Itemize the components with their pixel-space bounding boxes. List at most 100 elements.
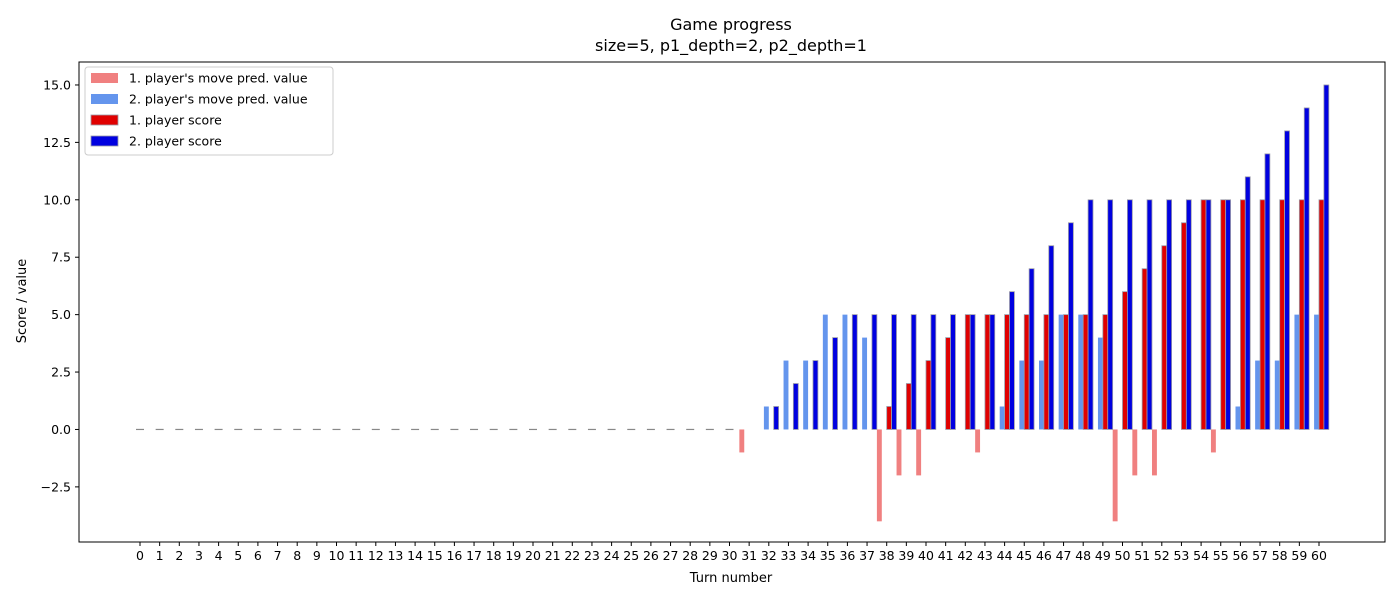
bar-p1-score-turn-55 (1220, 199, 1227, 430)
y-tick-label: 5.0 (51, 307, 71, 322)
x-tick-label: 53 (1173, 548, 1189, 563)
bar-p1-pred-turn-40 (916, 429, 922, 476)
bar-p2-score-turn-37 (871, 314, 878, 430)
chart-title: Game progress (670, 15, 792, 34)
bar-p2-score-turn-56 (1244, 176, 1251, 430)
x-tick-label: 1 (156, 548, 164, 563)
bar-p1-score-turn-39 (905, 383, 912, 430)
bar-p2-score-turn-45 (1028, 268, 1035, 430)
bar-p1-pred-turn-43 (975, 429, 981, 453)
x-tick-label: 36 (839, 548, 855, 563)
x-tick-label: 13 (387, 548, 403, 563)
legend-label-p1-score: 1. player score (129, 113, 222, 128)
bar-p1-score-turn-60 (1318, 199, 1325, 430)
x-tick-label: 10 (329, 548, 345, 563)
x-tick-label: 24 (604, 548, 620, 563)
x-tick-label: 6 (254, 548, 262, 563)
bar-p2-score-turn-38 (891, 314, 897, 430)
bar-p2-score-turn-51 (1146, 199, 1153, 430)
legend-label-p1-pred: 1. player's move pred. value (129, 71, 308, 86)
bar-p2-pred-turn-45 (1019, 360, 1025, 430)
x-tick-label: 44 (997, 548, 1013, 563)
legend-swatch-p2-score (90, 135, 119, 147)
x-tick-label: 57 (1252, 548, 1268, 563)
x-tick-label: 11 (348, 548, 364, 563)
x-tick-label: 3 (195, 548, 203, 563)
bar-p1-pred-turn-39 (896, 429, 902, 476)
bar-p2-score-turn-54 (1205, 199, 1212, 430)
x-tick-label: 58 (1272, 548, 1288, 563)
bar-p2-score-turn-46 (1048, 245, 1055, 430)
y-tick-label: 2.5 (51, 365, 71, 380)
x-tick-label: 2 (175, 548, 183, 563)
x-tick-label: 14 (407, 548, 423, 563)
bar-p2-score-turn-44 (1009, 291, 1015, 430)
x-tick-label: 9 (313, 548, 321, 563)
bar-p1-score-turn-49 (1102, 314, 1109, 430)
bar-p1-pred-turn-50 (1112, 429, 1118, 522)
bar-p2-score-turn-52 (1166, 199, 1172, 430)
x-tick-label: 29 (702, 548, 718, 563)
bar-p2-score-turn-53 (1185, 199, 1192, 430)
x-tick-label: 8 (293, 548, 301, 563)
bar-p2-score-turn-47 (1068, 222, 1074, 430)
bar-p1-score-turn-44 (1004, 314, 1010, 430)
legend-swatch-p2-pred (91, 94, 118, 104)
x-tick-label: 21 (545, 548, 561, 563)
x-tick-label: 50 (1115, 548, 1131, 563)
bar-p2-pred-turn-36 (842, 314, 848, 430)
x-tick-label: 12 (368, 548, 384, 563)
y-tick-label: 15.0 (43, 77, 71, 92)
bar-p2-score-turn-35 (832, 337, 838, 430)
bar-p2-score-turn-57 (1264, 153, 1271, 430)
bar-p1-score-turn-43 (984, 314, 991, 430)
x-tick-label: 51 (1134, 548, 1150, 563)
bar-p2-pred-turn-33 (783, 360, 789, 430)
bar-p2-pred-turn-59 (1294, 314, 1300, 430)
bar-p2-pred-turn-49 (1097, 337, 1103, 430)
bar-p2-pred-turn-46 (1039, 360, 1044, 430)
bar-p2-pred-turn-60 (1314, 314, 1319, 430)
x-tick-label: 26 (643, 548, 659, 563)
bar-p2-pred-turn-35 (822, 314, 828, 430)
x-tick-label: 37 (859, 548, 875, 563)
bar-p2-score-turn-33 (792, 383, 799, 430)
bar-p2-pred-turn-47 (1058, 314, 1064, 430)
bar-p1-score-turn-56 (1240, 199, 1246, 430)
y-tick-label: 12.5 (43, 135, 71, 150)
x-tick-label: 48 (1075, 548, 1091, 563)
bar-p2-pred-turn-48 (1078, 314, 1084, 430)
x-tick-label: 5 (234, 548, 242, 563)
bar-p2-score-turn-34 (812, 360, 819, 430)
x-tick-label: 34 (800, 548, 816, 563)
x-tick-label: 23 (584, 548, 600, 563)
x-tick-label: 20 (525, 548, 541, 563)
x-tick-label: 18 (486, 548, 502, 563)
x-tick-label: 33 (780, 548, 796, 563)
x-tick-label: 54 (1193, 548, 1209, 563)
x-tick-label: 0 (136, 548, 144, 563)
legend: 1. player's move pred. value 2. player's … (84, 66, 334, 156)
x-tick-label: 59 (1291, 548, 1307, 563)
legend-label-p2-pred: 2. player's move pred. value (129, 92, 308, 107)
bar-p2-score-turn-60 (1323, 84, 1330, 430)
x-tick-label: 40 (918, 548, 934, 563)
bar-p1-score-turn-42 (964, 314, 971, 430)
bar-p1-score-turn-59 (1298, 199, 1305, 430)
bar-p1-score-turn-54 (1200, 199, 1207, 430)
x-tick-label: 38 (879, 548, 895, 563)
bar-p1-score-turn-53 (1181, 222, 1187, 430)
bar-p2-pred-turn-58 (1274, 360, 1280, 430)
bar-p2-score-turn-55 (1225, 199, 1231, 430)
bars-layer (739, 84, 1330, 522)
x-tick-label: 22 (564, 548, 580, 563)
x-tick-label: 28 (682, 548, 698, 563)
x-tick-label: 39 (898, 548, 914, 563)
bar-p2-score-turn-39 (910, 314, 917, 430)
x-axis-label: Turn number (689, 571, 773, 586)
bar-p2-pred-turn-32 (763, 406, 769, 430)
bar-p2-score-turn-59 (1303, 107, 1310, 430)
x-tick-label: 60 (1311, 548, 1327, 563)
x-tick-label: 16 (446, 548, 462, 563)
